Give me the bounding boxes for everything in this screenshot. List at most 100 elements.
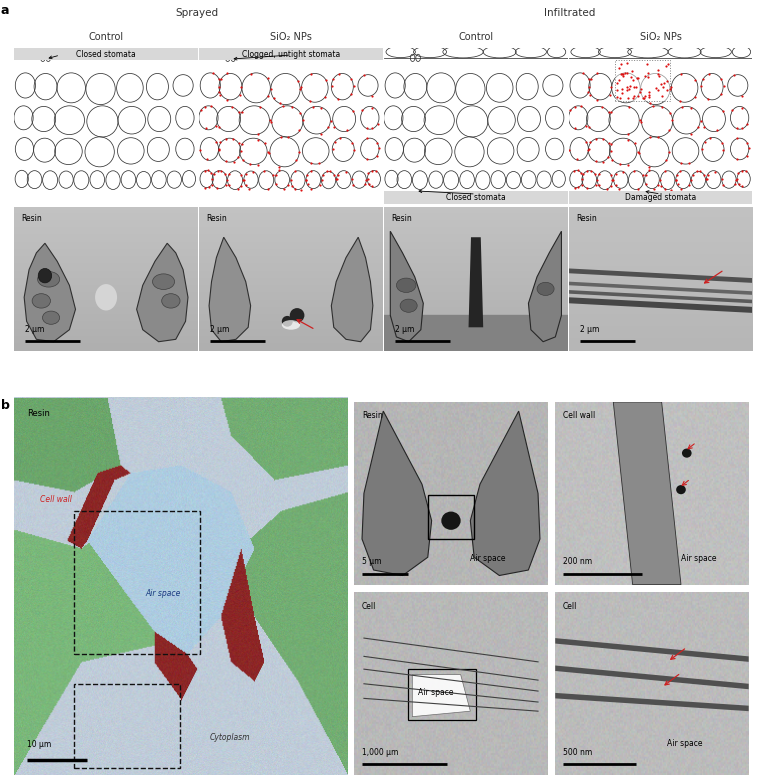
Text: Sprayed: Sprayed [176,9,219,18]
Point [319,74,332,86]
Point [623,83,635,95]
Point [593,168,605,181]
Point [626,65,638,78]
Point [659,183,671,196]
Text: b: b [1,400,10,412]
Point [322,122,334,134]
Ellipse shape [282,320,300,330]
Point [597,156,609,168]
Point [210,119,222,132]
Point [366,90,378,102]
Text: Closed stomata: Closed stomata [446,193,506,202]
Bar [409,669,476,721]
Point [684,179,696,192]
Point [661,83,673,96]
Text: Infiltrated: Infiltrated [544,9,596,18]
Point [301,168,313,181]
Point [277,100,289,112]
Point [617,69,629,82]
Text: Resin: Resin [22,214,42,224]
Point [215,72,227,85]
Point [603,106,615,118]
Point [717,179,729,192]
Text: Resin: Resin [207,214,227,224]
Point [582,86,594,98]
Polygon shape [569,269,752,283]
Point [319,91,331,104]
Point [313,157,326,170]
Point [726,104,738,117]
Polygon shape [569,191,752,204]
Point [583,143,595,156]
Polygon shape [469,238,483,327]
Text: Air space: Air space [668,738,703,748]
Point [740,136,752,149]
Point [696,143,709,155]
Ellipse shape [676,485,686,494]
Point [631,146,643,158]
Polygon shape [391,231,423,342]
Point [702,168,715,181]
Point [581,164,593,177]
Point [659,165,671,178]
Point [575,167,587,180]
Point [359,178,371,190]
Point [572,181,584,193]
Point [590,132,602,145]
Point [582,144,594,157]
Point [718,143,730,156]
Point [347,105,360,118]
Polygon shape [209,238,251,342]
Text: 500 nm: 500 nm [563,748,592,757]
Text: Control: Control [89,32,123,41]
Point [213,121,226,133]
Point [293,146,305,158]
Point [220,155,232,167]
Point [330,173,342,185]
Point [609,178,621,191]
Point [214,136,226,149]
Point [202,164,214,176]
Point [695,115,707,127]
Point [199,182,211,194]
Point [606,106,618,118]
Point [305,183,317,196]
Text: 2 μm: 2 μm [210,325,229,334]
Ellipse shape [397,278,416,292]
Point [621,67,634,79]
Point [623,101,635,114]
Point [198,164,210,177]
Point [213,143,225,156]
Point [262,146,274,158]
Ellipse shape [42,311,60,324]
Point [213,81,225,93]
Point [615,67,627,79]
Ellipse shape [441,512,461,530]
Point [286,101,298,114]
Point [236,174,248,186]
Text: Cell wall: Cell wall [40,495,72,504]
Point [213,72,225,85]
Point [664,83,676,95]
Ellipse shape [400,299,417,312]
Point [581,182,593,195]
Point [613,74,625,86]
Point [597,132,609,145]
Point [736,180,748,192]
Polygon shape [556,693,749,711]
Point [321,164,333,177]
Point [601,182,613,195]
Point [232,150,244,163]
Point [642,67,654,79]
Point [590,67,603,79]
Point [606,174,618,186]
Polygon shape [384,191,568,204]
Polygon shape [332,238,373,342]
Point [690,164,702,177]
Text: Cell: Cell [362,601,376,611]
Point [328,169,340,182]
Point [634,114,646,126]
Point [717,105,729,118]
Point [569,100,581,113]
Ellipse shape [537,282,554,295]
